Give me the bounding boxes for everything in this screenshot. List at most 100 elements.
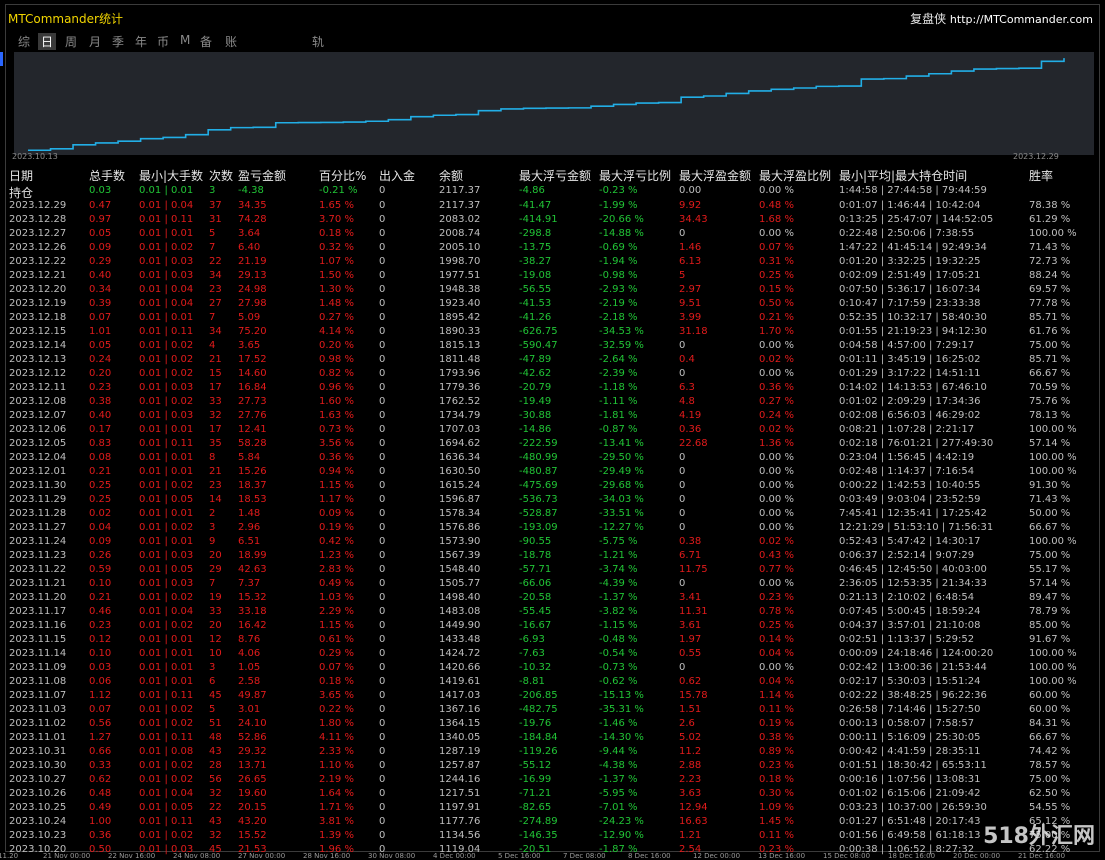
cell-min-max-lots: 0.01 | 0.02 [139, 760, 194, 771]
table-row[interactable]: 2023.11.08 0.06 0.01 | 0.01 6 2.58 0.18 % 0 141… [6, 675, 1099, 689]
col-max-float-profit-pct[interactable]: 最大浮盈比例 [759, 169, 832, 183]
table-row[interactable]: 2023.12.29 0.47 0.01 | 0.04 37 34.35 1.65 % 0 2… [6, 199, 1099, 213]
table-row[interactable]: 2023.11.20 0.21 0.01 | 0.02 19 15.32 1.03 % 0 1… [6, 591, 1099, 605]
table-row[interactable]: 2023.12.12 0.20 0.01 | 0.02 15 14.60 0.82 % 0 1… [6, 367, 1099, 381]
tab-1[interactable]: 日 [38, 33, 57, 50]
table-row[interactable]: 2023.12.28 0.97 0.01 | 0.11 31 74.28 3.70 % 0 2… [6, 213, 1099, 227]
table-row[interactable]: 2023.12.27 0.05 0.01 | 0.01 5 3.64 0.18 % 0 200… [6, 227, 1099, 241]
table-row[interactable]: 2023.12.01 0.21 0.01 | 0.01 21 15.26 0.94 % 0 1… [6, 465, 1099, 479]
table-row[interactable]: 2023.11.30 0.25 0.01 | 0.02 23 18.37 1.15 % 0 1… [6, 479, 1099, 493]
tab-5[interactable]: 年 [135, 35, 148, 49]
col-winrate[interactable]: 胜率 [1029, 169, 1054, 183]
tab-3[interactable]: 月 [89, 35, 102, 49]
cell-pct: 0.98 % [319, 354, 354, 365]
table-row[interactable]: 2023.11.28 0.02 0.01 | 0.01 2 1.48 0.09 % 0 157… [6, 507, 1099, 521]
table-row[interactable]: 2023.11.09 0.03 0.01 | 0.01 3 1.05 0.07 % 0 142… [6, 661, 1099, 675]
col-min-max-lots[interactable]: 最小|大手数 [139, 169, 204, 183]
col-inout[interactable]: 出入金 [379, 169, 416, 183]
table-row[interactable]: 2023.11.14 0.10 0.01 | 0.01 10 4.06 0.29 % 0 14… [6, 647, 1099, 661]
col-pnl[interactable]: 盈亏金额 [238, 169, 287, 183]
table-row[interactable]: 2023.12.06 0.17 0.01 | 0.01 17 12.41 0.73 % 0 1… [6, 423, 1099, 437]
cell-winrate: 100.00 % [1029, 228, 1077, 239]
cell-count: 15 [209, 368, 222, 379]
cell-winrate: 85.71 % [1029, 354, 1071, 365]
table-row[interactable]: 2023.12.20 0.34 0.01 | 0.04 23 24.98 1.30 % 0 1… [6, 283, 1099, 297]
table-row[interactable]: 2023.11.24 0.09 0.01 | 0.01 9 6.51 0.42 % 0 157… [6, 535, 1099, 549]
brand-url[interactable]: http://MTCommander.com [949, 13, 1093, 26]
table-row[interactable]: 2023.10.23 0.36 0.01 | 0.02 32 15.52 1.39 % 0 1… [6, 829, 1099, 843]
time-axis-tick: 30 Nov 08:00 [368, 852, 416, 860]
table-row[interactable]: 2023.12.26 0.09 0.01 | 0.02 7 6.40 0.32 % 0 200… [6, 241, 1099, 255]
cell-balance: 1977.51 [439, 270, 481, 281]
cell-total-lots: 0.39 [89, 298, 112, 309]
cell-total-lots: 0.09 [89, 536, 112, 547]
table-row[interactable]: 2023.10.20 0.50 0.01 | 0.03 45 21.53 1.96 % 0 1… [6, 843, 1099, 857]
table-row[interactable]: 2023.11.22 0.59 0.01 | 0.05 29 42.63 2.83 % 0 1… [6, 563, 1099, 577]
table-row[interactable]: 2023.11.27 0.04 0.01 | 0.02 3 2.96 0.19 % 0 157… [6, 521, 1099, 535]
cell-float-profit-pct: 0.00 % [759, 452, 794, 463]
holding-pct: -0.21 % [319, 185, 358, 196]
cell-balance: 1895.42 [439, 312, 481, 323]
table-row[interactable]: 2023.12.05 0.83 0.01 | 0.11 35 58.28 3.56 % 0 1… [6, 437, 1099, 451]
cell-inout: 0 [379, 578, 386, 589]
tab-8[interactable]: 备 [200, 35, 213, 49]
holding-lots: 0.03 [89, 185, 112, 196]
col-date[interactable]: 日期 [9, 169, 34, 183]
cell-min-max-lots: 0.01 | 0.02 [139, 704, 194, 715]
table-row[interactable]: 2023.11.03 0.07 0.01 | 0.02 5 3.01 0.22 % 0 136… [6, 703, 1099, 717]
cell-pnl: 3.64 [238, 228, 261, 239]
table-row[interactable]: 2023.10.26 0.48 0.01 | 0.04 32 19.60 1.64 % 0 1… [6, 787, 1099, 801]
table-row[interactable]: 2023.11.15 0.12 0.01 | 0.01 12 8.76 0.61 % 0 14… [6, 633, 1099, 647]
cell-balance: 1419.61 [439, 676, 481, 687]
table-row[interactable]: 2023.12.21 0.40 0.01 | 0.03 34 29.13 1.50 % 0 1… [6, 269, 1099, 283]
tab-4[interactable]: 季 [112, 35, 125, 49]
table-row[interactable]: 2023.11.29 0.25 0.01 | 0.05 14 18.53 1.17 % 0 1… [6, 493, 1099, 507]
col-balance[interactable]: 余额 [439, 169, 464, 183]
col-max-float-profit[interactable]: 最大浮盈金额 [679, 169, 752, 183]
table-row[interactable]: 2023.11.01 1.27 0.01 | 0.11 48 52.86 4.11 % 0 1… [6, 731, 1099, 745]
table-row[interactable]: 2023.11.17 0.46 0.01 | 0.04 33 33.18 2.29 % 0 1… [6, 605, 1099, 619]
table-row[interactable]: 2023.12.07 0.40 0.01 | 0.03 32 27.76 1.63 % 0 1… [6, 409, 1099, 423]
col-hold-time[interactable]: 最小|平均|最大持仓时间 [839, 169, 968, 183]
table-row[interactable]: 2023.10.31 0.66 0.01 | 0.08 43 29.32 2.33 % 0 1… [6, 745, 1099, 759]
cell-min-max-lots: 0.01 | 0.01 [139, 662, 194, 673]
tab-2[interactable]: 周 [65, 35, 78, 49]
table-row[interactable]: 2023.11.21 0.10 0.01 | 0.03 7 7.37 0.49 % 0 150… [6, 577, 1099, 591]
table-row[interactable]: 2023.12.08 0.38 0.01 | 0.02 33 27.73 1.60 % 0 1… [6, 395, 1099, 409]
table-row[interactable]: 2023.12.19 0.39 0.01 | 0.04 27 27.98 1.48 % 0 1… [6, 297, 1099, 311]
table-row[interactable]: 2023.11.16 0.23 0.01 | 0.02 20 16.42 1.15 % 0 1… [6, 619, 1099, 633]
tab-6[interactable]: 币 [157, 35, 170, 49]
table-row[interactable]: 2023.11.23 0.26 0.01 | 0.03 20 18.99 1.23 % 0 1… [6, 549, 1099, 563]
col-max-float-loss-pct[interactable]: 最大浮亏比例 [599, 169, 672, 183]
tab-0[interactable]: 综 [18, 35, 31, 49]
table-row[interactable]: 2023.12.15 1.01 0.01 | 0.11 34 75.20 4.14 % 0 1… [6, 325, 1099, 339]
table-row[interactable]: 2023.11.02 0.56 0.01 | 0.02 51 24.10 1.80 % 0 1… [6, 717, 1099, 731]
cell-total-lots: 0.40 [89, 270, 112, 281]
table-row[interactable]: 2023.10.24 1.00 0.01 | 0.11 43 43.20 3.81 % 0 1… [6, 815, 1099, 829]
table-row[interactable]: 2023.12.22 0.29 0.01 | 0.03 22 21.19 1.07 % 0 1… [6, 255, 1099, 269]
cell-total-lots: 1.12 [89, 690, 112, 701]
brand-link[interactable]: 复盘侠 http://MTCommander.com [910, 10, 1093, 27]
table-row[interactable]: 2023.10.27 0.62 0.01 | 0.02 56 26.65 2.19 % 0 1… [6, 773, 1099, 787]
col-max-float-loss[interactable]: 最大浮亏金额 [519, 169, 592, 183]
table-row[interactable]: 2023.12.18 0.07 0.01 | 0.01 7 5.09 0.27 % 0 189… [6, 311, 1099, 325]
tab-7[interactable]: M [180, 33, 191, 47]
table-row[interactable]: 2023.10.30 0.33 0.01 | 0.02 28 13.71 1.10 % 0 1… [6, 759, 1099, 773]
table-row[interactable]: 2023.12.04 0.08 0.01 | 0.01 8 5.84 0.36 % 0 163… [6, 451, 1099, 465]
col-total-lots[interactable]: 总手数 [89, 169, 126, 183]
cell-inout: 0 [379, 606, 386, 617]
table-row[interactable]: 2023.12.11 0.23 0.01 | 0.03 17 16.84 0.96 % 0 1… [6, 381, 1099, 395]
time-axis-tick: 13 Dec 16:00 [758, 852, 806, 860]
col-pct[interactable]: 百分比% [319, 169, 367, 183]
table-row[interactable]: 2023.12.13 0.24 0.01 | 0.02 21 17.52 0.98 % 0 1… [6, 353, 1099, 367]
table-row[interactable]: 2023.10.25 0.49 0.01 | 0.05 22 20.15 1.71 % 0 1… [6, 801, 1099, 815]
table-row[interactable]: 2023.12.14 0.05 0.01 | 0.02 4 3.65 0.20 % 0 181… [6, 339, 1099, 353]
cell-float-loss-pct: -0.87 % [599, 424, 638, 435]
cell-float-loss: -57.71 [519, 564, 552, 575]
cell-float-loss: -536.73 [519, 494, 558, 505]
holding-row[interactable]: 持仓 0.03 0.01 | 0.01 3 -4.38 -0.21 % 0 21… [6, 185, 1099, 200]
cell-balance: 1433.48 [439, 634, 481, 645]
table-row[interactable]: 2023.11.07 1.12 0.01 | 0.11 45 49.87 3.65 % 0 1… [6, 689, 1099, 703]
col-count[interactable]: 次数 [209, 169, 234, 183]
cell-inout: 0 [379, 662, 386, 673]
